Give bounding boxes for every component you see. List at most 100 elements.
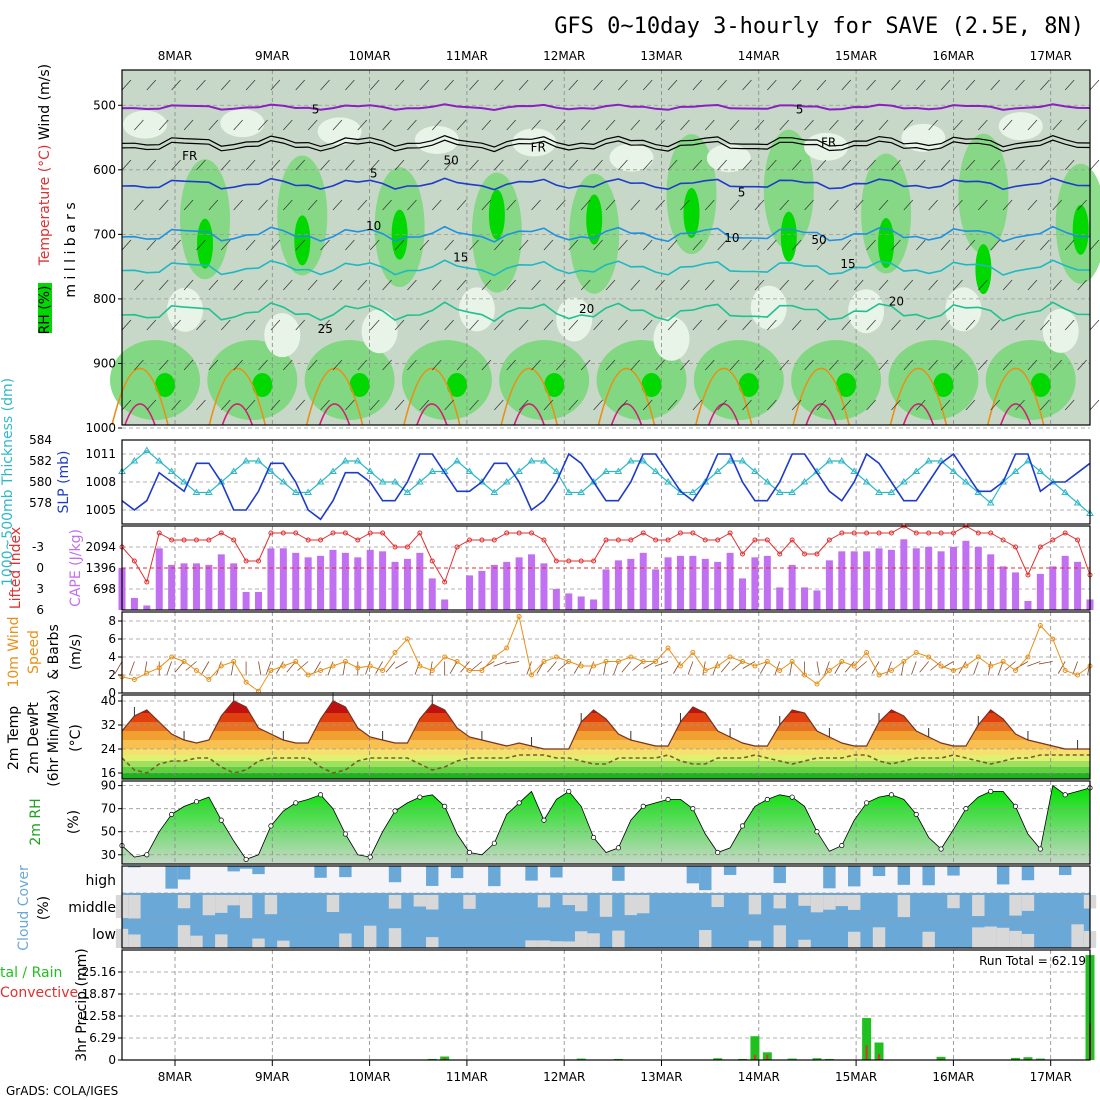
lifted-index-point (1025, 572, 1031, 578)
lifted-index-point (975, 530, 981, 536)
wind-speed-point (839, 659, 845, 664)
upper-wind-barb (1077, 199, 1087, 211)
top-date-label: 16MAR (932, 49, 974, 63)
wind-speed-point (665, 645, 671, 651)
contour-label: 5 (738, 185, 746, 199)
upper-wind-barb (531, 119, 541, 131)
upper-wind-barb (891, 239, 901, 251)
lifted-index-point (367, 530, 373, 536)
surface-wind-barb (720, 661, 731, 673)
lifted-index-point (777, 551, 783, 557)
rh-point (888, 792, 894, 798)
upper-wind-barb (829, 359, 839, 371)
upper-wind-barb (1052, 279, 1063, 291)
high-cloud-bar (996, 866, 1010, 885)
upper-wind-barb (779, 359, 790, 371)
upper-axis-label: m i l l i b a r s (63, 202, 79, 297)
upper-wind-barb (494, 239, 504, 251)
upper-wind-barb (494, 159, 504, 171)
mid-cloud-gap (537, 895, 551, 908)
contour-label: 5 (370, 167, 378, 181)
upper-wind-barb (568, 239, 579, 251)
low-cloud-gap (848, 931, 861, 948)
slp-tick-label: 1005 (85, 503, 116, 517)
thickness-point (887, 488, 896, 495)
lifted-index-point (628, 537, 634, 543)
bottom-date-label: 12MAR (543, 1070, 585, 1084)
y-tick-label: 1000 (85, 421, 116, 435)
upper-wind-barb (779, 199, 790, 211)
rh-point (243, 856, 249, 862)
cape-bar (428, 578, 436, 610)
lifted-index-point (144, 579, 150, 585)
lifted-index-axis-label: Lifted Index (8, 527, 24, 609)
lifted-index-point (566, 558, 572, 564)
surface-wind-barb (855, 661, 867, 671)
wind-speed-point (615, 659, 621, 664)
upper-wind-barb (580, 359, 591, 371)
thickness-point (353, 457, 362, 464)
mid-cloud-gap (947, 895, 960, 909)
rh-area (122, 785, 1090, 864)
rh-line (121, 784, 1091, 860)
upper-wind-barb (394, 319, 405, 331)
top-date-label: 8MAR (158, 49, 193, 63)
surface-wind-barb (547, 661, 557, 673)
wind-speed-point (851, 663, 857, 669)
rh-dry-area (1042, 308, 1079, 353)
precip-legend-total-rain: tal / Rain (0, 965, 62, 981)
upper-wind-barb (245, 319, 256, 331)
lifted-index-point (926, 530, 932, 536)
rh-point (169, 811, 175, 817)
upper-wind-barb (866, 399, 876, 411)
surface-wind-barb (493, 661, 507, 667)
upper-wind-barb (692, 239, 703, 251)
upper-wind-barb (1077, 279, 1087, 291)
wind-speed-point (404, 636, 410, 642)
upper-wind-barb (767, 239, 777, 251)
upper-wind-barb (456, 359, 467, 371)
mid-cloud-gap (215, 895, 228, 913)
upper-wind-barb (692, 399, 703, 411)
thickness-point (949, 467, 958, 474)
wind-speed-point (541, 659, 547, 664)
contour-label: 10 (366, 219, 381, 233)
upper-wind-barb (891, 319, 901, 331)
slp-axis-label: SLP (mb) (56, 450, 72, 513)
temp-band (122, 713, 1090, 722)
low-cloud-gap (984, 926, 997, 948)
cape-bar (242, 591, 250, 610)
rh-moist-area (207, 340, 298, 420)
wind-axis-label-2: Speed (26, 630, 42, 674)
high-cloud-bar (177, 866, 191, 880)
rh-moist-area (763, 129, 814, 250)
low-cloud-gap (426, 937, 439, 948)
lifted-index-point (392, 544, 398, 550)
thickness-tick-label: 578 (29, 496, 52, 510)
upper-wind-barb (630, 359, 641, 371)
rh-point (938, 846, 944, 852)
upper-wind-barb (221, 319, 231, 331)
isotherm-25-dome (889, 367, 948, 426)
upper-wind-barb (320, 319, 330, 331)
cape-bar (627, 558, 635, 610)
upper-wind-barb (705, 359, 715, 371)
surface-wind-barb (911, 661, 917, 675)
upper-wind-barb (891, 159, 901, 171)
rh-dry-area (609, 143, 654, 172)
upper-wind-barb (1002, 119, 1013, 131)
top-date-axis: 8MAR 9MAR 10MAR 11MAR 12MAR 13MAR 14MAR 15MAR 16… (158, 49, 1072, 63)
mid-cloud-gap (463, 895, 476, 909)
contour-label: 50 (811, 233, 826, 247)
rh-legend-label: RH (%) (37, 286, 53, 335)
upper-wind-barb (1077, 359, 1087, 371)
wind-speed-point (206, 677, 212, 682)
low-cloud-gap (277, 940, 290, 948)
cape-bar (925, 546, 933, 610)
lifted-index-point (690, 530, 696, 536)
high-cloud-bar (699, 866, 712, 891)
y-tick-label: 800 (93, 292, 116, 306)
upper-wind-barb (481, 279, 492, 291)
wind-speed-point (1037, 623, 1043, 628)
wind-speed-point (702, 668, 708, 673)
